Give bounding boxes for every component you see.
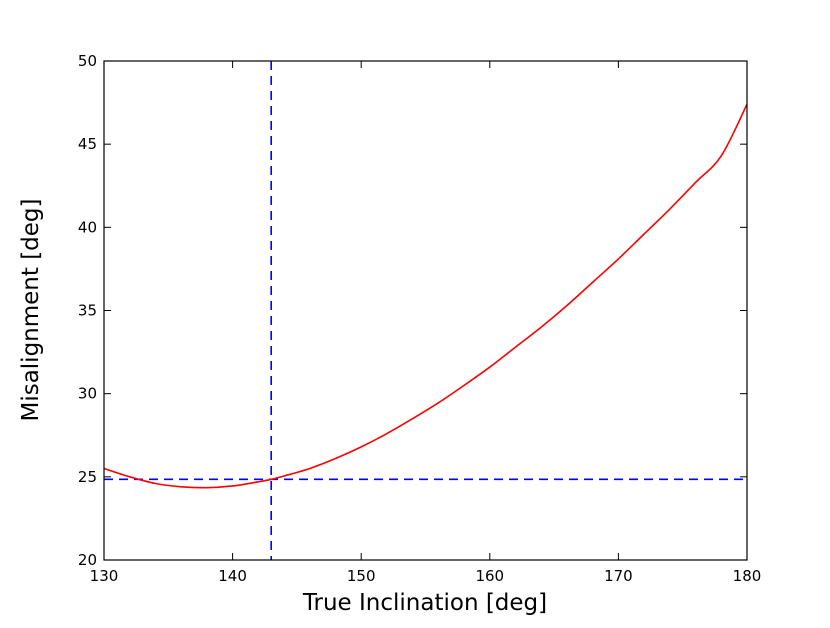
x-tick-label: 150: [347, 567, 376, 585]
x-tick-label: 170: [604, 567, 633, 585]
x-tick-label: 130: [90, 567, 119, 585]
x-tick-label: 140: [218, 567, 247, 585]
y-tick-label: 50: [78, 52, 97, 70]
y-axis-label: Misalignment [deg]: [18, 198, 44, 421]
y-tick-label: 35: [78, 302, 97, 320]
y-tick-label: 20: [78, 551, 97, 569]
y-tick-label: 25: [78, 468, 97, 486]
x-tick-label: 160: [475, 567, 504, 585]
ticks-layer: 130 140 150 160 170 180 20 25 30 35 40 45 50: [78, 52, 761, 585]
x-tick-label: 180: [733, 567, 762, 585]
marks-layer: [103, 61, 748, 560]
x-axis-label: True Inclination [deg]: [302, 590, 547, 616]
y-tick-label: 45: [78, 135, 97, 153]
y-tick-label: 30: [78, 385, 97, 403]
y-tick-label: 40: [78, 218, 97, 236]
series-line: [103, 103, 748, 489]
plot-frame: [103, 60, 748, 561]
